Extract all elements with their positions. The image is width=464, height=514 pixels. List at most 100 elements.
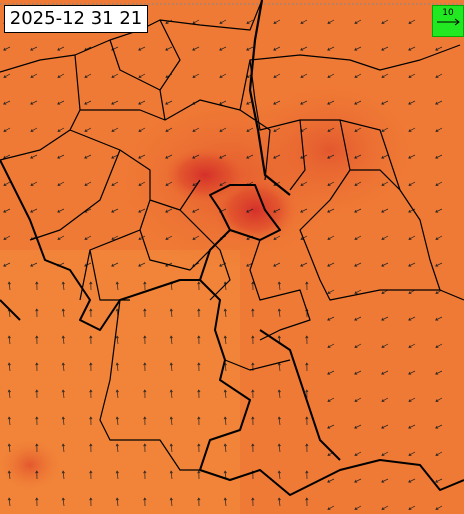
- wind-arrow: [435, 235, 443, 240]
- wind-arrow: [30, 154, 38, 159]
- wind-arrow: [115, 416, 119, 426]
- wind-arrow: [354, 208, 362, 213]
- wind-arrow: [435, 397, 443, 402]
- wind-arrow: [408, 46, 416, 51]
- wind-arrow: [30, 46, 38, 51]
- wind-arrow: [305, 335, 309, 345]
- wind-arrow: [305, 281, 309, 291]
- wind-arrow: [273, 100, 281, 105]
- field-hot: [160, 145, 250, 205]
- wind-arrow: [277, 308, 281, 318]
- wind-arrow: [169, 308, 173, 318]
- wind-arrow: [300, 73, 308, 78]
- wind-arrow: [408, 73, 416, 78]
- wind-arrow: [273, 46, 281, 51]
- wind-arrow: [111, 154, 119, 159]
- wind-arrow: [305, 362, 309, 372]
- wind-arrow: [381, 100, 389, 105]
- wind-arrow: [115, 335, 119, 345]
- wind-arrow: [354, 451, 362, 456]
- wind-arrow: [408, 343, 416, 348]
- wind-arrow: [115, 443, 119, 453]
- wind-arrow: [327, 370, 335, 375]
- wind-arrow: [300, 100, 308, 105]
- wind-arrow: [408, 397, 416, 402]
- wind-arrow: [165, 19, 173, 24]
- wind-arrow: [7, 389, 11, 399]
- wind-arrow: [327, 73, 335, 78]
- wind-arrow: [408, 370, 416, 375]
- wind-arrow: [327, 235, 335, 240]
- wind-arrow: [381, 262, 389, 267]
- wind-arrow: [57, 100, 65, 105]
- wind-arrow: [219, 181, 227, 186]
- wind-arrow: [408, 262, 416, 267]
- wind-arrow: [35, 308, 39, 318]
- wind-arrow: [61, 443, 65, 453]
- wind-arrow: [84, 154, 92, 159]
- wind-arrow: [381, 208, 389, 213]
- wind-arrow: [354, 478, 362, 483]
- wind-arrow: [143, 416, 147, 426]
- wind-arrow: [219, 127, 227, 132]
- wind-arrow: [3, 46, 11, 51]
- wind-arrow: [305, 443, 309, 453]
- wind-arrow: [30, 208, 38, 213]
- wind-arrow: [408, 127, 416, 132]
- wind-arrow: [408, 208, 416, 213]
- wind-arrow: [169, 443, 173, 453]
- wind-arrow: [408, 100, 416, 105]
- wind-arrow: [111, 262, 119, 267]
- wind-arrow: [435, 451, 443, 456]
- wind-arrow: [327, 181, 335, 186]
- wind-arrow: [143, 308, 147, 318]
- wind-arrow: [3, 208, 11, 213]
- wind-arrow: [381, 478, 389, 483]
- wind-arrow: [115, 470, 119, 480]
- wind-arrow: [35, 389, 39, 399]
- wind-arrow: [7, 416, 11, 426]
- wind-arrow: [381, 424, 389, 429]
- wind-arrow: [115, 389, 119, 399]
- wind-arrow: [354, 397, 362, 402]
- wind-arrow: [197, 389, 201, 399]
- wind-arrow: [223, 497, 227, 507]
- wind-arrow: [435, 343, 443, 348]
- wind-arrow: [197, 443, 201, 453]
- wind-arrow: [219, 73, 227, 78]
- wind-arrow: [300, 262, 308, 267]
- wind-arrow: [192, 235, 200, 240]
- wind-arrow: [408, 316, 416, 321]
- wind-arrow: [300, 19, 308, 24]
- wind-arrow: [273, 19, 281, 24]
- wind-arrow: [381, 316, 389, 321]
- wind-arrow: [192, 127, 200, 132]
- wind-arrow: [408, 478, 416, 483]
- wind-arrow: [327, 19, 335, 24]
- wind-arrow: [89, 389, 93, 399]
- wind-arrow: [273, 262, 281, 267]
- wind-arrow: [165, 100, 173, 105]
- wind-arrow: [246, 208, 254, 213]
- wind-arrow: [223, 308, 227, 318]
- wind-arrow: [273, 208, 281, 213]
- wind-arrow: [138, 181, 146, 186]
- timestamp: 2025-12 31 21: [4, 5, 148, 33]
- wind-arrow: [30, 127, 38, 132]
- wind-arrow: [354, 181, 362, 186]
- wind-arrow: [89, 362, 93, 372]
- wind-arrow: [435, 262, 443, 267]
- wind-arrow: [327, 343, 335, 348]
- wind-arrow: [277, 497, 281, 507]
- wind-arrow: [197, 416, 201, 426]
- wind-arrow: [435, 478, 443, 483]
- wind-arrow: [327, 154, 335, 159]
- wind-arrow: [3, 127, 11, 132]
- wind-arrow: [354, 73, 362, 78]
- wind-arrow: [381, 73, 389, 78]
- wind-arrow: [408, 181, 416, 186]
- wind-arrow: [61, 416, 65, 426]
- wind-arrow: [381, 127, 389, 132]
